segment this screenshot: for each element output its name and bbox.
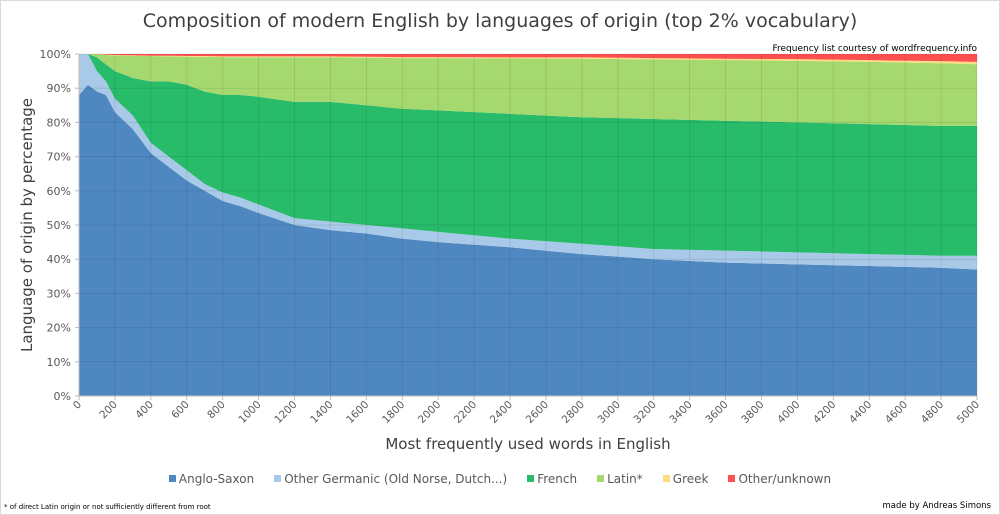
y-tick-label: 50%	[47, 219, 71, 232]
legend-item: Other Germanic (Old Norse, Dutch...)	[274, 472, 507, 486]
x-tick-label: 200	[97, 399, 120, 422]
legend-swatch	[597, 475, 605, 482]
credit-note: Frequency list courtesy of wordfrequency…	[772, 44, 978, 54]
x-tick-label: 0	[71, 399, 84, 412]
legend-label: Other/unknown	[738, 472, 832, 486]
y-tick-label: 100%	[40, 48, 71, 61]
y-axis-label: Language of origin by percentage	[18, 98, 36, 352]
y-tick-label: 20%	[47, 322, 71, 335]
legend-item: Other/unknown	[728, 472, 831, 486]
legend-swatch	[662, 475, 670, 482]
legend-item: Greek	[662, 472, 709, 486]
x-tick-label: 3400	[667, 399, 694, 426]
x-tick-label: 4000	[775, 399, 802, 426]
y-tick-label: 80%	[47, 116, 71, 129]
legend-swatch	[527, 475, 535, 482]
x-tick-label: 3600	[703, 399, 730, 426]
y-tick-label: 10%	[47, 356, 71, 369]
area-anglo-saxon	[79, 84, 977, 396]
x-tick-label: 1800	[380, 399, 407, 426]
x-tick-label: 2400	[488, 399, 515, 426]
x-tick-label: 4400	[847, 399, 874, 426]
legend-label: Other Germanic (Old Norse, Dutch...)	[284, 472, 508, 486]
x-tick-label: 1400	[308, 399, 335, 426]
x-tick-label: 800	[205, 399, 228, 422]
x-tick-label: 5000	[955, 399, 982, 426]
y-tick-label: 90%	[47, 82, 71, 95]
x-tick-label: 2800	[560, 399, 587, 426]
legend-label: Anglo-Saxon	[178, 472, 255, 486]
x-tick-label: 1600	[344, 399, 371, 426]
plot-area: 0% 10% 20% 30% 40% 50% 60% 70% 80% 90% 100% 0 200 400…	[18, 48, 982, 453]
legend-swatch	[168, 475, 176, 482]
author-credit: made by Andreas Simons	[882, 501, 991, 511]
y-tick-label: 70%	[47, 151, 71, 164]
legend: Anglo-Saxon Other Germanic (Old Norse, Du…	[1, 472, 999, 486]
x-tick-label: 1200	[272, 399, 299, 426]
x-axis-label: Most frequently used words in English	[385, 435, 670, 453]
x-tick-label: 4200	[811, 399, 838, 426]
legend-swatch	[274, 475, 282, 482]
x-tick-label: 4600	[883, 399, 910, 426]
legend-swatch	[728, 475, 736, 482]
x-tick-label: 3800	[739, 399, 766, 426]
y-tick-label: 0%	[54, 390, 71, 403]
legend-item: French	[527, 472, 577, 486]
x-tick-label: 3200	[631, 399, 658, 426]
legend-label: Greek	[672, 472, 709, 486]
footnote: * of direct Latin origin or not sufficie…	[4, 503, 211, 511]
area-french	[79, 54, 977, 256]
x-tick-label: 3000	[596, 399, 623, 426]
y-tick-label: 30%	[47, 287, 71, 300]
y-tick-label: 60%	[47, 185, 71, 198]
x-tick-label: 600	[169, 399, 192, 422]
legend-label: French	[537, 472, 578, 486]
area-latin	[79, 54, 977, 126]
x-tick-label: 4800	[919, 399, 946, 426]
chart-title: Composition of modern English by languag…	[142, 10, 858, 32]
legend-item: Latin*	[597, 472, 643, 486]
x-tick-label: 2000	[416, 399, 443, 426]
x-tick-label: 400	[133, 399, 156, 422]
x-tick-label: 2600	[524, 399, 551, 426]
legend-label: Latin*	[607, 472, 643, 486]
area-other-unknown	[79, 54, 977, 62]
y-tick-label: 40%	[47, 253, 71, 266]
x-tick-label: 1000	[236, 399, 263, 426]
legend-item: Anglo-Saxon	[168, 472, 255, 486]
area-greek	[79, 54, 977, 65]
x-tick-label: 2200	[452, 399, 479, 426]
